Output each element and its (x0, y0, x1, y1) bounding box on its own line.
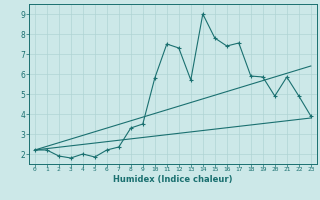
X-axis label: Humidex (Indice chaleur): Humidex (Indice chaleur) (113, 175, 233, 184)
